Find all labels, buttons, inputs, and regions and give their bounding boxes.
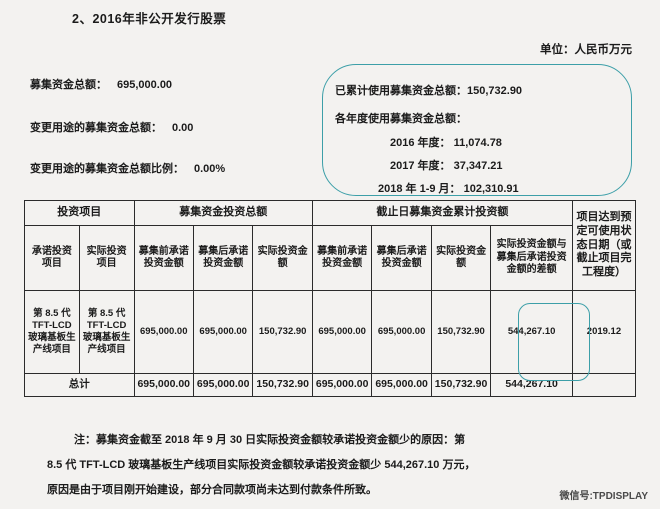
investment-table: 投资项目 募集资金投资总额 截止日募集资金累计投资额 项目达到预定可使用状态日期… <box>24 200 637 397</box>
table-group-header-row: 投资项目 募集资金投资总额 截止日募集资金累计投资额 项目达到预定可使用状态日期… <box>24 200 637 291</box>
year-2018-label: 2018 年 1-9 月： <box>378 183 461 195</box>
cumulative-used-line: 已累计使用募集资金总额：150,732.90 <box>335 82 522 98</box>
total-cum-post-committed-amount: 695,000.00 <box>371 373 432 397</box>
summary-changed-ratio-label: 变更用途的募集资金总额比例： <box>30 163 184 175</box>
table-total-row: 总计 695,000.00 695,000.00 150,732.90 695,… <box>24 373 637 397</box>
sub-header-post-committed-amount: 募集后承诺投资金额 <box>192 225 254 291</box>
unit-label: 单位：人民币万元 <box>540 44 632 56</box>
group-header-total-invest: 募集资金投资总额 <box>133 200 313 226</box>
summary-changed-total: 变更用途的募集资金总额： 0.00 <box>30 119 193 135</box>
sub-header-actual-amount: 实际投资金额 <box>252 225 313 291</box>
group-header-completion-date: 项目达到预定可使用状态日期（或截止项目完工程度） <box>571 200 637 291</box>
note-line-3: 原因是由于项目刚开始建设，部分合同款项尚未达到付款条件所致。 <box>47 484 377 496</box>
summary-total-raised-label: 募集资金总额： <box>30 79 107 91</box>
group-header-cumulative-invest: 截止日募集资金累计投资额 <box>311 200 573 226</box>
note-line-1: 注：募集资金截至 2018 年 9 月 30 日实际投资金额较承诺投资金额少的原… <box>74 434 466 446</box>
total-difference: 544,267.10 <box>490 373 573 397</box>
table-row: 第 8.5 代TFT-LCD 玻璃基板生产线项目 第 8.5 代TFT-LCD … <box>24 290 637 374</box>
sub-header-cum-actual-amount: 实际投资金额 <box>430 225 492 291</box>
summary-changed-ratio: 变更用途的募集资金总额比例： 0.00% <box>30 160 225 176</box>
cell-committed-project: 第 8.5 代TFT-LCD 玻璃基板生产线项目 <box>24 290 80 374</box>
year-2018-value: 102,310.91 <box>463 183 519 195</box>
table-sub-header-row: 承诺投资项目 实际投资项目 募集前承诺投资金额 募集后承诺投资金额 实际投资金额… <box>24 225 636 291</box>
sub-header-cum-pre-committed-amount: 募集前承诺投资金额 <box>311 225 373 291</box>
year-2016-line: 2016 年度： 11,074.78 <box>390 134 502 150</box>
cell-post-committed-amount: 695,000.00 <box>192 290 254 374</box>
year-2016-value: 11,074.78 <box>453 137 502 149</box>
cell-cum-actual-amount: 150,732.90 <box>430 290 492 374</box>
year-2016-label: 2016 年度： <box>390 137 451 149</box>
cell-completion-date: 2019.12 <box>571 290 637 374</box>
annual-used-label: 各年度使用募集资金总额： <box>335 113 467 125</box>
cell-actual-amount: 150,732.90 <box>252 290 313 374</box>
year-2018-line: 2018 年 1-9 月： 102,310.91 <box>378 180 519 196</box>
note-line-2: 8.5 代 TFT-LCD 玻璃基板生产线项目实际投资金额较承诺投资金额少 54… <box>47 459 476 471</box>
cell-actual-project: 第 8.5 代TFT-LCD 玻璃基板生产线项目 <box>78 290 135 374</box>
sub-header-cum-post-committed-amount: 募集后承诺投资金额 <box>371 225 432 291</box>
summary-changed-ratio-value: 0.00% <box>194 163 226 175</box>
watermark: 微信号:TPDISPLAY <box>559 491 648 502</box>
cell-cum-pre-committed-amount: 695,000.00 <box>311 290 373 374</box>
sub-header-committed-project: 承诺投资项目 <box>24 225 80 291</box>
summary-total-raised-value: 695,000.00 <box>117 79 173 91</box>
year-2017-value: 37,347.21 <box>453 160 503 172</box>
sub-header-pre-committed-amount: 募集前承诺投资金额 <box>133 225 194 291</box>
year-2017-label: 2017 年度： <box>390 160 451 172</box>
summary-total-raised: 募集资金总额： 695,000.00 <box>30 76 172 92</box>
cell-difference: 544,267.10 <box>490 290 573 374</box>
total-post-committed-amount: 695,000.00 <box>192 373 254 397</box>
total-actual-amount: 150,732.90 <box>252 373 313 397</box>
cumulative-used-label: 已累计使用募集资金总额： <box>335 85 467 97</box>
cell-pre-committed-amount: 695,000.00 <box>133 290 194 374</box>
cell-cum-post-committed-amount: 695,000.00 <box>371 290 432 374</box>
total-cum-pre-committed-amount: 695,000.00 <box>311 373 373 397</box>
highlight-annotation-box <box>322 64 632 196</box>
total-cum-actual-amount: 150,732.90 <box>430 373 492 397</box>
sub-header-actual-project: 实际投资项目 <box>78 225 135 291</box>
year-2017-line: 2017 年度： 37,347.21 <box>390 157 503 173</box>
summary-changed-total-label: 变更用途的募集资金总额： <box>30 122 162 134</box>
page-title: 2、2016年非公开发行股票 <box>72 12 227 26</box>
group-header-project: 投资项目 <box>24 200 135 226</box>
summary-changed-total-value: 0.00 <box>172 122 194 134</box>
total-completion-date <box>571 373 637 397</box>
cumulative-used-value: 150,732.90 <box>467 85 523 97</box>
total-pre-committed-amount: 695,000.00 <box>133 373 194 397</box>
total-label: 总计 <box>24 373 135 397</box>
sub-header-difference: 实际投资金额与募集后承诺投资金额的差额 <box>490 225 573 291</box>
